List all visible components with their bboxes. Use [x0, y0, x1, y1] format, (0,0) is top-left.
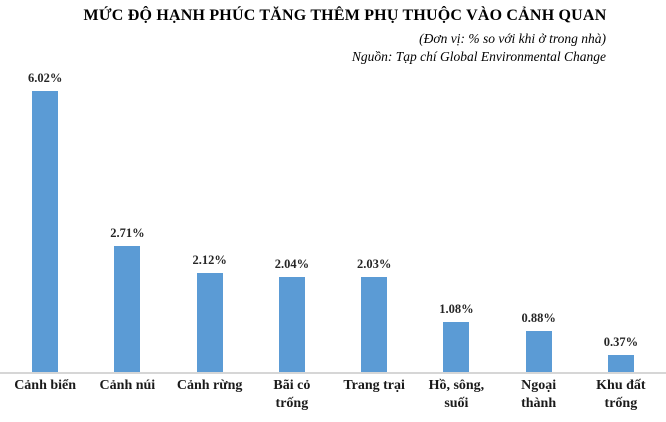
- bar-value-label: 0.88%: [521, 311, 556, 325]
- bar-value-label: 2.03%: [356, 257, 392, 271]
- bar: [32, 91, 59, 372]
- bar-group: 2.04%: [251, 257, 333, 372]
- bar-value-label: 2.71%: [110, 226, 145, 240]
- chart-title: MỨC ĐỘ HẠNH PHÚC TĂNG THÊM PHỤ THUỘC VÀO…: [83, 7, 607, 24]
- bar-value-label: 1.08%: [439, 302, 474, 316]
- category-label: Cảnh biển: [14, 378, 77, 393]
- bar: [278, 277, 305, 372]
- bar: [443, 322, 470, 372]
- category-label: Hồ, sông, suối: [428, 378, 485, 411]
- bar-value-label: 2.04%: [274, 257, 310, 271]
- x-axis-line: [0, 372, 666, 374]
- bar: [114, 246, 141, 372]
- bar-value-label: 2.12%: [192, 253, 227, 267]
- bar-group: 1.08%: [415, 302, 497, 372]
- bar-group: 2.03%: [333, 257, 415, 372]
- bar-group: 0.37%: [580, 335, 662, 372]
- bar: [525, 331, 552, 372]
- bar: [196, 273, 223, 372]
- category-label: Trang trại: [343, 378, 405, 393]
- bar-value-label: 6.02%: [27, 71, 63, 85]
- bar-group: 2.71%: [86, 226, 168, 372]
- bar-group: 6.02%: [4, 71, 86, 372]
- bar-value-label: 0.37%: [603, 335, 639, 349]
- category-label: Cảnh núi: [99, 378, 156, 393]
- bar-group: 2.12%: [169, 253, 251, 372]
- category-label: Khu đất trống: [596, 378, 646, 411]
- category-label: Cảnh rừng: [176, 378, 243, 393]
- bar: [607, 355, 634, 372]
- plot-area: 6.02% 2.71% 2.12% 2.04% 2.03% 1.08% 0.88% 0.37%: [4, 0, 662, 372]
- chart-unit-note: (Đơn vị: % so với khi ở trong nhà): [419, 31, 606, 46]
- category-label: Bãi cỏ trống: [273, 378, 311, 411]
- chart-source-note: Nguồn: Tạp chí Global Environmental Chan…: [351, 49, 606, 64]
- category-label: Ngoại thành: [521, 378, 557, 411]
- bar-group: 0.88%: [498, 311, 580, 372]
- bar: [361, 277, 388, 372]
- category-axis: Cảnh biển Cảnh núi Cảnh rừng Bãi cỏ trống Tr…: [4, 377, 662, 412]
